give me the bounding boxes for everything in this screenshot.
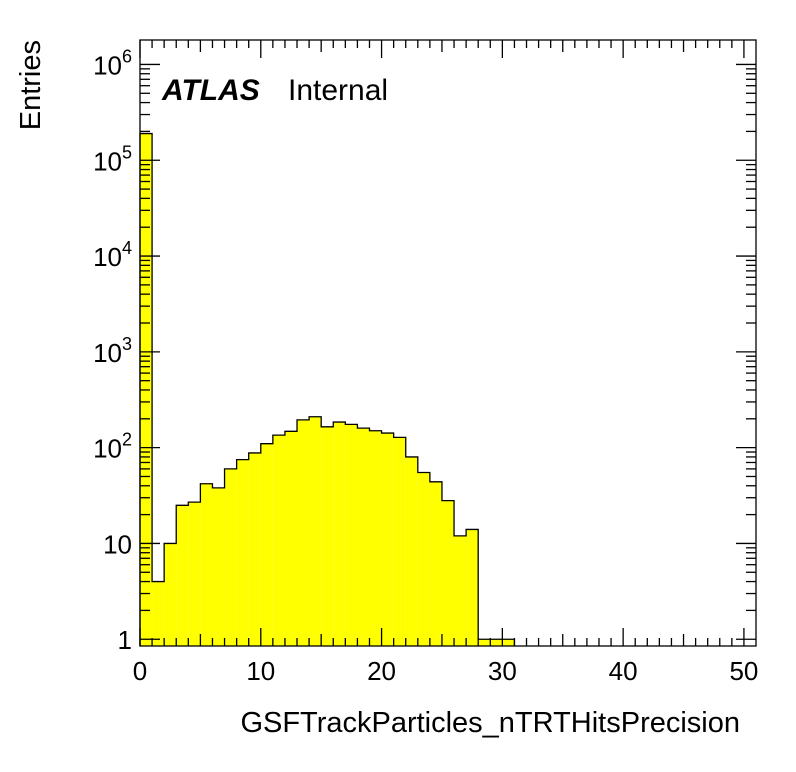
y-tick-label: 103 — [93, 334, 132, 368]
histogram-bar — [212, 487, 225, 646]
histogram-bar — [466, 529, 479, 646]
histogram-bar — [369, 430, 382, 646]
y-tick-label: 105 — [93, 142, 132, 176]
histogram-bar — [272, 435, 285, 646]
histogram-bar — [490, 639, 503, 646]
histogram-bar — [454, 535, 467, 646]
histogram-bar — [357, 428, 370, 646]
histogram-bar — [297, 419, 310, 646]
plot-frame — [139, 39, 757, 647]
y-tick-label: 10 — [103, 529, 132, 559]
histogram-bar — [164, 543, 177, 646]
histogram-bar — [224, 468, 237, 646]
histogram-bar — [200, 483, 213, 646]
histogram-bar — [176, 505, 189, 646]
histogram-bar — [333, 422, 346, 646]
histogram-bar — [284, 431, 298, 646]
x-tick-label: 40 — [609, 656, 638, 686]
internal-label: Internal — [288, 74, 388, 107]
y-tick-label: 102 — [93, 430, 132, 464]
x-tick-label: 50 — [729, 656, 758, 686]
x-tick-label: 10 — [246, 656, 275, 686]
histogram-bar — [393, 437, 406, 646]
histogram-bar — [188, 502, 201, 646]
histogram-bar — [152, 581, 165, 646]
histogram-bar — [345, 424, 358, 646]
y-tick-labels: 1 10 102 103 104 105 106 — [93, 46, 132, 655]
histogram-bar — [248, 452, 261, 646]
axis-ticks — [139, 40, 756, 646]
histogram-bar — [260, 443, 273, 646]
histogram-bar — [441, 500, 455, 646]
histogram-bar — [417, 472, 430, 646]
y-tick-label: 1 — [118, 625, 132, 655]
histogram-bar — [321, 426, 334, 646]
x-tick-label: 30 — [488, 656, 517, 686]
histogram-bars — [140, 133, 515, 647]
y-tick-label: 104 — [93, 238, 132, 272]
y-axis-title: Entries — [15, 40, 47, 130]
histogram-bar — [309, 416, 322, 646]
histogram-bar — [478, 639, 491, 646]
y-tick-label: 106 — [93, 46, 132, 80]
x-axis-title: GSFTrackParticles_nTRTHitsPrecision — [240, 707, 740, 739]
histogram-bar — [236, 459, 249, 646]
histogram-bar — [381, 433, 394, 646]
histogram-bar — [502, 639, 515, 646]
histogram-bar — [429, 481, 442, 646]
x-tick-label: 20 — [367, 656, 396, 686]
histogram-bar — [405, 456, 418, 646]
atlas-label: ATLAS — [161, 74, 260, 107]
x-tick-label: 0 — [133, 656, 147, 686]
x-tick-labels: 0 10 20 30 40 50 — [133, 656, 759, 686]
histogram-outline — [139, 132, 516, 646]
